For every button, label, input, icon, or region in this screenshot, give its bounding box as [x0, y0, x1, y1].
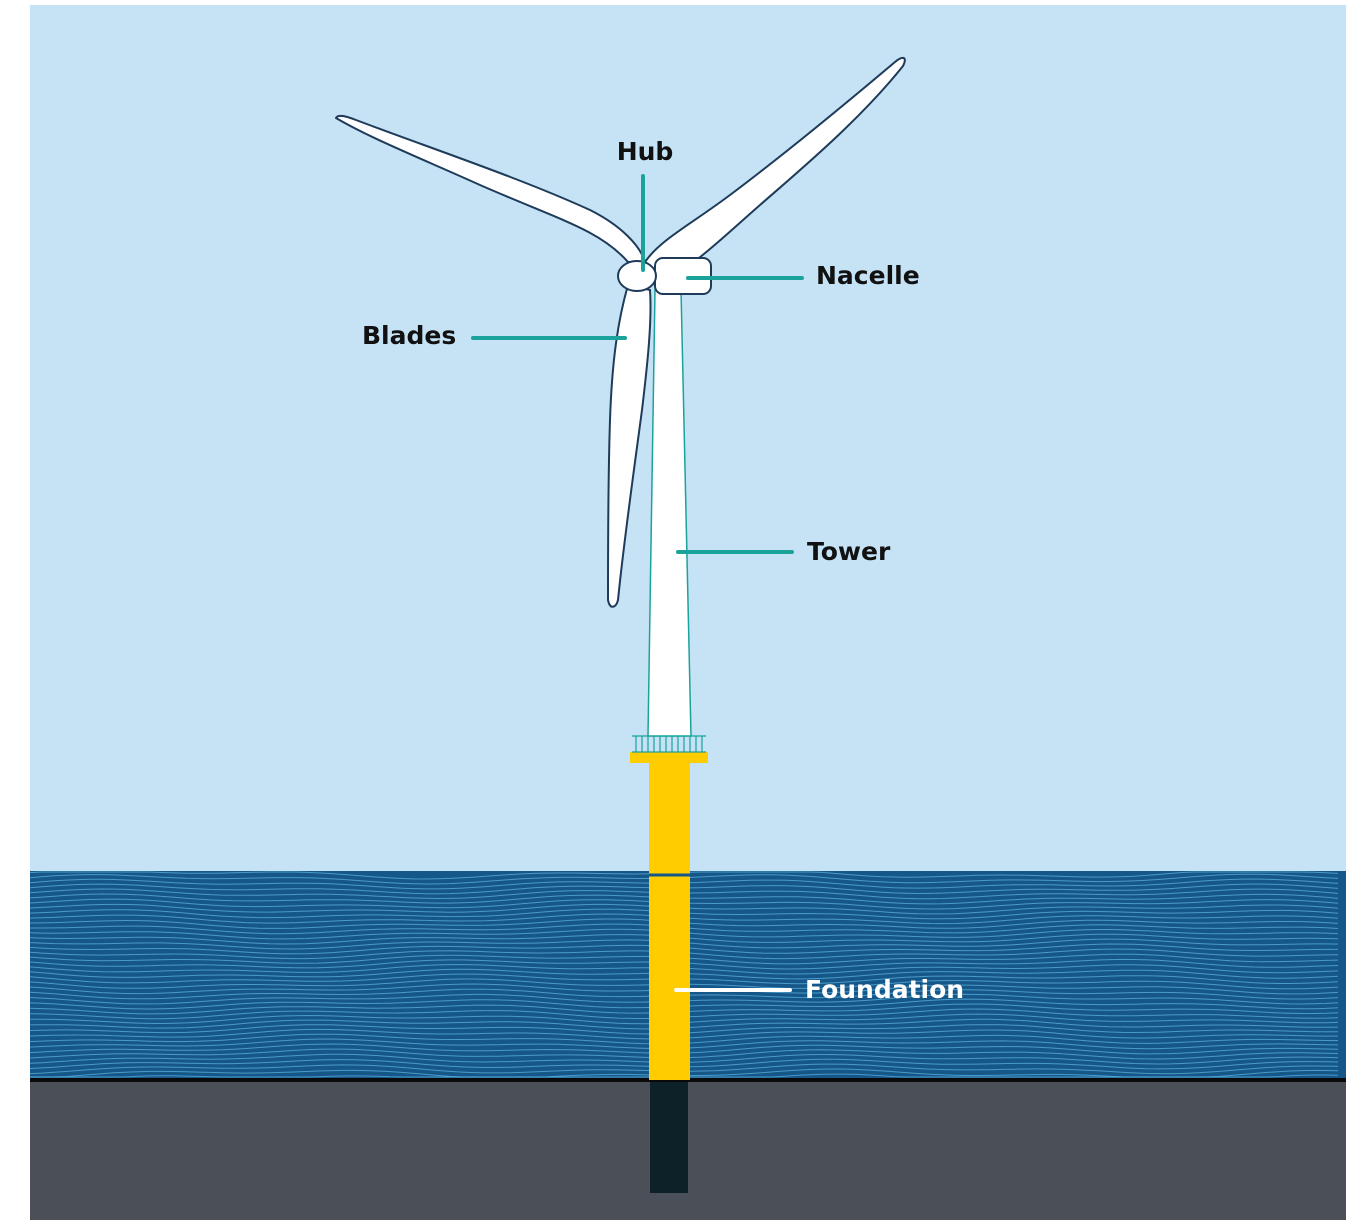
blade — [607, 284, 652, 608]
platform — [630, 752, 708, 763]
pile — [650, 1082, 688, 1193]
foundation — [649, 760, 690, 1080]
railing — [632, 735, 706, 753]
nacelle-label: Nacelle — [816, 261, 920, 290]
blade — [644, 56, 906, 283]
blades-label: Blades — [362, 321, 456, 350]
blade — [335, 114, 646, 263]
foundation-label: Foundation — [805, 975, 964, 1004]
hub — [617, 260, 657, 292]
hub-label: Hub — [617, 137, 674, 166]
tower-label: Tower — [807, 537, 891, 566]
sky — [30, 5, 1346, 871]
